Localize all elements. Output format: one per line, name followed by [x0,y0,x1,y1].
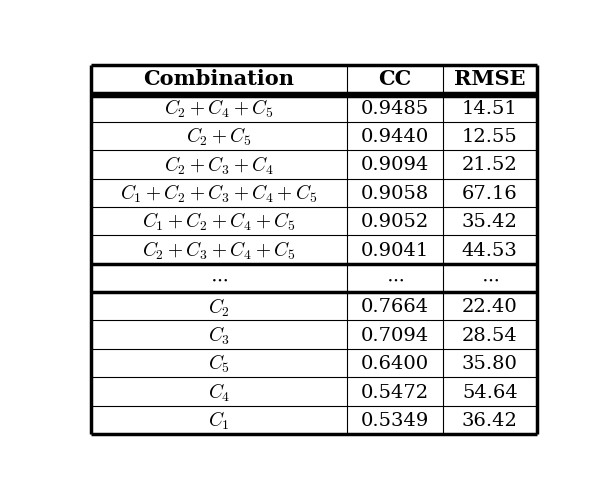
Text: 44.53: 44.53 [462,242,518,260]
Text: 28.54: 28.54 [462,327,518,345]
Text: 0.9041: 0.9041 [361,242,429,260]
Text: $C_1$: $C_1$ [208,410,230,432]
Text: $C_2 + C_5$: $C_2 + C_5$ [186,126,252,148]
Text: $\cdots$: $\cdots$ [481,270,499,288]
Text: 0.7664: 0.7664 [361,298,429,316]
Text: 36.42: 36.42 [462,412,518,430]
Text: $C_1 + C_2 + C_3 + C_4 + C_5$: $C_1 + C_2 + C_3 + C_4 + C_5$ [120,183,318,205]
Text: $\cdots$: $\cdots$ [386,270,404,288]
Text: 0.9058: 0.9058 [361,185,429,203]
Text: 67.16: 67.16 [462,185,518,203]
Text: 14.51: 14.51 [462,100,518,118]
Text: 35.80: 35.80 [462,355,518,373]
Text: $\cdots$: $\cdots$ [210,270,228,288]
Text: $C_4$: $C_4$ [207,381,230,404]
Text: $C_2 + C_3 + C_4 + C_5$: $C_2 + C_3 + C_4 + C_5$ [142,240,296,262]
Text: 0.7094: 0.7094 [361,327,429,345]
Text: 54.64: 54.64 [462,383,518,402]
Text: $C_2 + C_4 + C_5$: $C_2 + C_4 + C_5$ [164,97,274,120]
Text: 0.9440: 0.9440 [361,128,429,146]
Text: $C_1 + C_2 + C_4 + C_5$: $C_1 + C_2 + C_4 + C_5$ [142,211,296,233]
Text: 0.9094: 0.9094 [361,157,429,174]
Text: 21.52: 21.52 [462,157,518,174]
Text: 12.55: 12.55 [462,128,518,146]
Text: RMSE: RMSE [454,69,526,89]
Text: $C_5$: $C_5$ [208,353,230,375]
Text: 35.42: 35.42 [462,213,518,231]
Text: $C_2 + C_3 + C_4$: $C_2 + C_3 + C_4$ [164,154,274,177]
Text: 0.9052: 0.9052 [361,213,429,231]
Text: CC: CC [378,69,412,89]
Text: $C_2$: $C_2$ [208,296,230,319]
Text: Combination: Combination [143,69,294,89]
Text: 0.9485: 0.9485 [361,100,429,118]
Text: $C_3$: $C_3$ [208,325,230,347]
Text: 0.6400: 0.6400 [361,355,429,373]
Text: 0.5472: 0.5472 [361,383,429,402]
Text: 0.5349: 0.5349 [361,412,429,430]
Text: 22.40: 22.40 [462,298,518,316]
